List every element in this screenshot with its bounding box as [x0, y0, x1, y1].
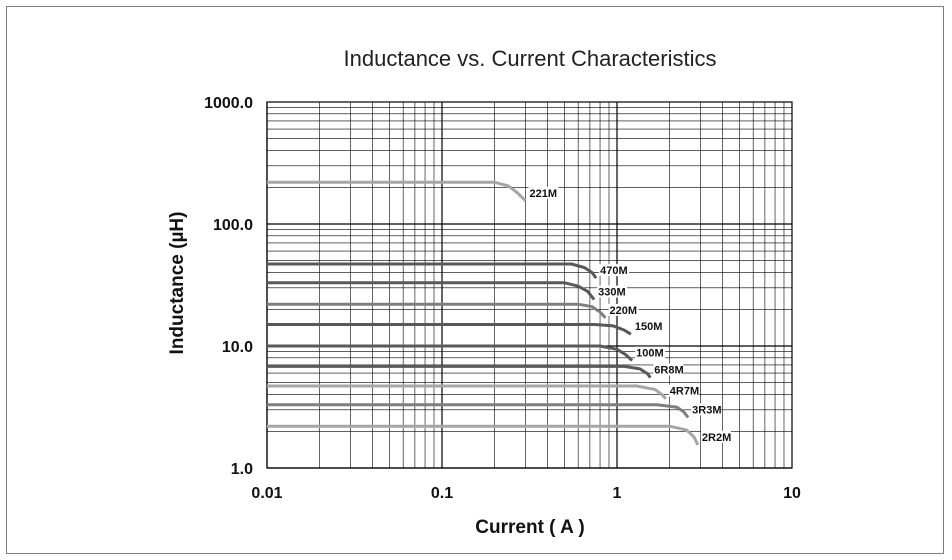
- series-label-221M: 221M: [529, 188, 557, 200]
- series-lines: [267, 180, 700, 446]
- series-line-150M: [267, 323, 632, 336]
- series-label-330M: 330M: [598, 287, 626, 299]
- series-label-bg: [633, 320, 664, 333]
- chart-frame: [6, 6, 944, 554]
- series-line-220M: [267, 302, 607, 319]
- series-label-bg: [668, 384, 699, 397]
- chart-title: Inductance vs. Current Characteristics: [344, 46, 717, 71]
- series-label-220M: 220M: [610, 305, 638, 317]
- series-label-150M: 150M: [635, 321, 663, 333]
- series-labels: 221M 470M 330M 220M 150M 100M 6R8M 4R7M 3R3M 2R2M: [528, 186, 731, 444]
- series-label-bg: [635, 346, 666, 359]
- plot-border: [266, 101, 793, 469]
- y-tick-label: 100.0: [213, 217, 253, 234]
- series-label-6R8M: 6R8M: [654, 365, 683, 377]
- series-label-bg: [653, 363, 684, 376]
- series-line-4R7M: [267, 384, 667, 400]
- series-label-470M: 470M: [600, 265, 628, 277]
- y-tick-label: 1000.0: [204, 95, 253, 112]
- series-label-3R3M: 3R3M: [692, 404, 721, 416]
- series-label-100M: 100M: [636, 348, 664, 360]
- x-tick-label: 1: [613, 485, 622, 502]
- series-label-bg: [597, 285, 628, 298]
- series-label-bg: [700, 430, 731, 443]
- series-label-2R2M: 2R2M: [702, 432, 731, 444]
- series-line-2R2M: [267, 424, 700, 446]
- series-label-bg: [599, 264, 630, 277]
- x-tick-label: 10: [783, 485, 801, 502]
- y-tick-label: 1.0: [231, 461, 253, 478]
- y-tick-label: 10.0: [222, 339, 253, 356]
- y-axis-title: Inductance (µH): [167, 212, 188, 355]
- series-line-100M: [267, 344, 634, 362]
- series-line-221M: [267, 180, 527, 202]
- series-label-4R7M: 4R7M: [670, 386, 699, 398]
- x-tick-label: 0.1: [431, 485, 453, 502]
- series-label-bg: [691, 403, 722, 416]
- series-line-330M: [267, 281, 596, 301]
- x-axis-title: Current ( A ): [475, 517, 584, 538]
- tick-labels: 0.01 0.1 1 10 1000.0 100.0 10.0 1.0: [204, 95, 801, 502]
- series-line-6R8M: [267, 364, 652, 379]
- series-label-bg: [608, 303, 639, 316]
- x-tick-label: 0.01: [251, 485, 282, 502]
- series-line-470M: [267, 262, 598, 279]
- series-line-3R3M: [267, 403, 690, 419]
- series-label-bg: [528, 186, 559, 199]
